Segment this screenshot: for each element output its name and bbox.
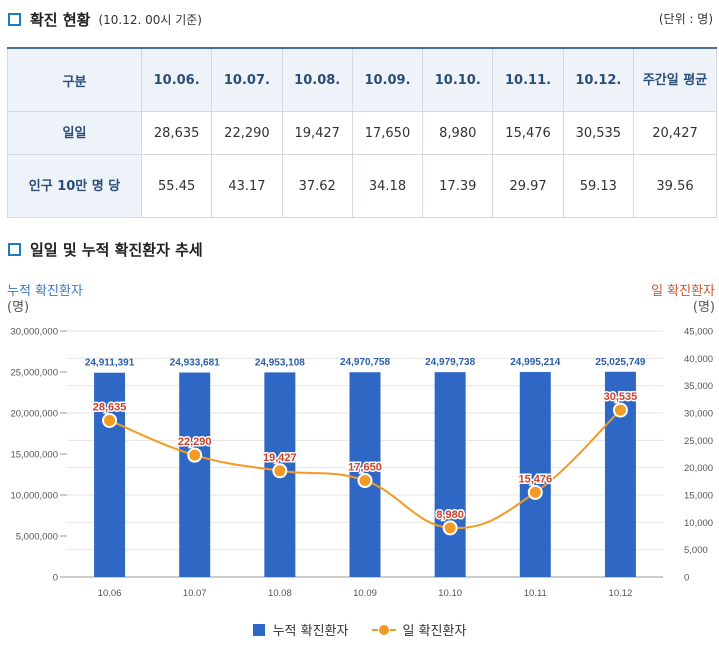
right-axis-tick: 20,000 — [684, 463, 713, 474]
table-cell: 20,427 — [633, 111, 717, 155]
right-axis-title: 일 확진환자 (명) — [651, 284, 715, 316]
bar — [179, 372, 211, 577]
x-axis-tick: 10.08 — [268, 588, 292, 599]
legend-line-swatch — [372, 624, 397, 636]
line-value-label: 28,635 — [93, 401, 127, 413]
table-cell: 34.18 — [351, 154, 424, 218]
table-cell: 43.17 — [211, 154, 283, 218]
table-cell: 37.62 — [281, 154, 353, 218]
bar-value-label: 24,953,108 — [255, 357, 305, 368]
line-value-label: 19,427 — [263, 452, 297, 464]
right-axis-tick: 0 — [684, 573, 689, 584]
right-axis-tick: 15,000 — [684, 491, 713, 502]
line-point — [612, 402, 628, 418]
right-axis-tick: 30,000 — [684, 409, 713, 420]
table-row: 인구 10만 명 당 55.45 43.17 37.62 34.18 17.39… — [7, 154, 717, 218]
legend-bar-label: 누적 확진환자 — [272, 624, 349, 639]
square-bullet-icon — [8, 243, 21, 256]
right-axis-unit: (명) — [692, 300, 715, 315]
table-cell: 29.97 — [492, 154, 564, 218]
bar — [434, 372, 466, 577]
row-header: 인구 10만 명 당 — [7, 154, 142, 218]
bar-value-label: 24,933,681 — [170, 358, 220, 369]
table-cell: 28,635 — [140, 111, 213, 155]
bar-value-label: 25,025,749 — [595, 357, 645, 368]
column-header: 10.07. — [211, 47, 283, 112]
section-subtitle: (10.12. 00시 기준) — [98, 13, 202, 27]
table-cell: 17,650 — [351, 111, 424, 155]
bar-value-label: 24,979,738 — [425, 357, 475, 368]
table-cell: 22,290 — [211, 111, 283, 155]
x-axis-tick: 10.07 — [183, 588, 207, 599]
bar-value-label: 24,970,758 — [340, 357, 390, 368]
table-cell: 30,535 — [562, 111, 635, 155]
left-axis-unit: (명) — [7, 300, 30, 315]
right-axis-tick: 25,000 — [684, 436, 713, 447]
legend-bar-swatch — [252, 623, 265, 636]
column-header: 10.10. — [422, 47, 494, 112]
x-axis-tick: 10.09 — [353, 588, 377, 599]
left-axis-tick: 15,000,000 — [10, 450, 58, 461]
column-header: 10.09. — [351, 47, 424, 112]
section-title: 일일 및 누적 확진환자 추세 — [30, 241, 203, 259]
stats-table: 구분 10.06. 10.07. 10.08. 10.09. 10.10. 10… — [7, 47, 717, 218]
left-axis-title-text: 누적 확진환자 — [7, 284, 83, 299]
x-axis-tick: 10.12 — [609, 588, 633, 599]
left-axis-tick: 0 — [53, 573, 58, 584]
left-axis-tick: 25,000,000 — [10, 368, 58, 379]
right-axis-tick: 35,000 — [684, 381, 713, 392]
right-axis-title-text: 일 확진환자 — [651, 284, 715, 299]
right-axis-tick: 45,000 — [684, 327, 713, 338]
right-axis-tick: 10,000 — [684, 518, 713, 529]
x-axis-tick: 10.10 — [438, 588, 462, 599]
legend-item-bar: 누적 확진환자 — [252, 620, 349, 639]
table-header-row: 구분 10.06. 10.07. 10.08. 10.09. 10.10. 10… — [7, 47, 717, 112]
line-point — [357, 473, 373, 489]
right-axis-tick: 40,000 — [684, 354, 713, 365]
chart-legend: 누적 확진환자 일 확진환자 — [0, 620, 719, 639]
unit-label: (단위 : 명) — [658, 12, 713, 26]
line-value-label: 22,290 — [178, 436, 212, 448]
x-axis-tick: 10.11 — [524, 588, 547, 599]
bar-value-label: 24,911,391 — [85, 358, 135, 369]
line-value-label: 17,650 — [348, 462, 382, 474]
left-axis-tick: 30,000,000 — [10, 327, 58, 338]
section-title: 확진 현황 — [30, 11, 91, 29]
line-value-label: 30,535 — [604, 391, 638, 403]
left-axis-tick: 10,000,000 — [10, 491, 58, 502]
bar-value-label: 24,995,214 — [510, 357, 560, 368]
line-point — [442, 520, 458, 536]
table-cell: 39.56 — [633, 154, 717, 218]
column-header: 10.12. — [562, 47, 635, 112]
line-value-label: 15,476 — [518, 473, 552, 485]
column-header: 10.06. — [140, 47, 213, 112]
table-corner-cell: 구분 — [7, 47, 142, 112]
line-value-label: 8,980 — [436, 509, 464, 521]
left-axis-tick: 5,000,000 — [16, 532, 58, 543]
row-header: 일일 — [7, 111, 142, 155]
table-cell: 59.13 — [562, 154, 635, 218]
table-cell: 19,427 — [281, 111, 353, 155]
line-point — [102, 412, 118, 428]
left-axis-title: 누적 확진환자 (명) — [7, 284, 83, 316]
bar — [519, 372, 551, 577]
line-point — [272, 463, 288, 479]
square-bullet-icon — [8, 13, 21, 26]
line-point — [527, 484, 543, 500]
section-header-trend: 일일 및 누적 확진환자 추세 — [8, 239, 203, 260]
section-header-status: 확진 현황 (10.12. 00시 기준) — [8, 9, 202, 30]
legend-item-line: 일 확진환자 — [372, 620, 466, 639]
right-axis-tick: 5,000 — [684, 545, 708, 556]
left-axis-tick: 20,000,000 — [10, 409, 58, 420]
table-cell: 17.39 — [422, 154, 494, 218]
legend-line-label: 일 확진환자 — [402, 624, 467, 639]
x-axis-tick: 10.06 — [98, 588, 122, 599]
table-cell: 55.45 — [140, 154, 213, 218]
bar — [94, 372, 126, 577]
line-point — [187, 447, 203, 463]
column-header: 10.11. — [492, 47, 564, 112]
